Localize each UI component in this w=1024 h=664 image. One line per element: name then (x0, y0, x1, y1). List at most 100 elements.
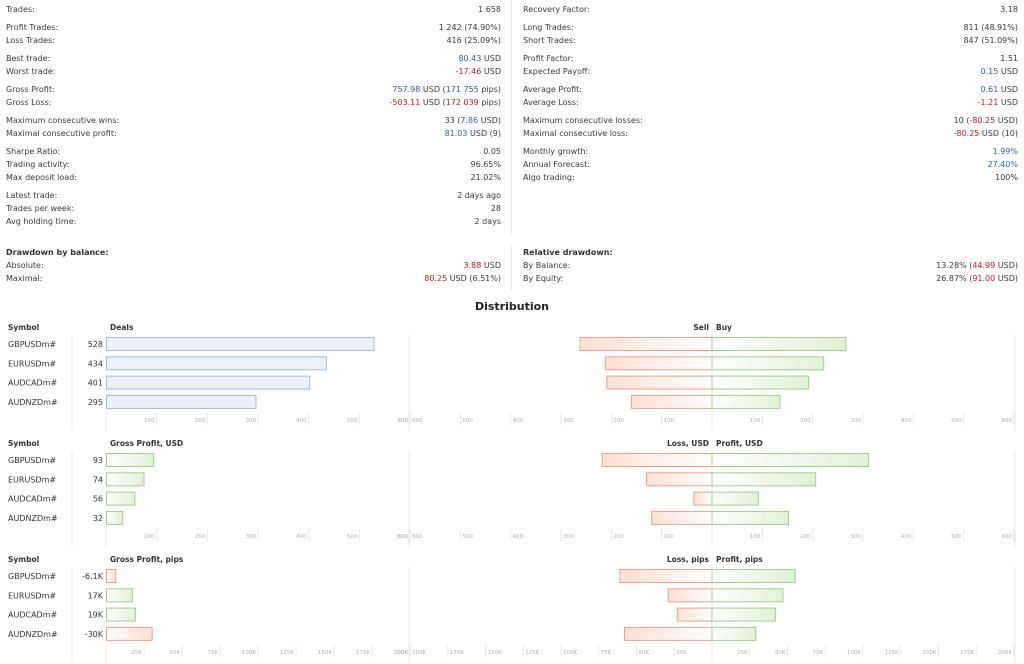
bar-value-label: 401 (88, 379, 103, 388)
axis-tick-label: 300 (563, 418, 574, 424)
axis-tick-label: 400 (296, 534, 307, 540)
stat-label: Gross Profit: (6, 85, 55, 94)
bar-profit-usd (711, 453, 870, 467)
stat-value-part: 1.99% (992, 147, 1018, 156)
symbol-label: AUDCADm# (8, 611, 58, 620)
axis-tick-label: 25K (676, 650, 687, 656)
bar-gross-profit-pips (106, 626, 153, 641)
axis-tick-label: 175K (450, 650, 464, 656)
stat-value-part: 26.87% ( (936, 274, 973, 283)
stat-label: Average Profit: (523, 85, 582, 94)
axis-tick-label: 400 (901, 418, 912, 424)
stat-value-part: 3.18 (1000, 5, 1018, 14)
stat-row-sharpe-ratio: Sharpe Ratio: 0.05 (6, 145, 501, 158)
bar-gross-profit-pips (106, 569, 117, 583)
axis-tick-label: 600 (398, 534, 409, 540)
stat-value-part: 811 (48.91%) (963, 23, 1018, 32)
stat-row-maximal: Maximal: 80.25 USD (6.51%) (6, 272, 501, 285)
symbol-column-header: Symbol (8, 439, 39, 448)
axis-tick-label: 100 (144, 534, 155, 540)
bar-deals (106, 394, 257, 409)
stat-value: 26.87% (91.00 USD) (936, 272, 1018, 285)
axis-tick-label: 25K (131, 650, 142, 656)
symbol-label: AUDCADm# (8, 379, 58, 388)
axis-tick-label: 100K (242, 650, 256, 656)
stat-value-part: 91.00 (972, 274, 996, 283)
axis-tick-label: 400 (513, 418, 524, 424)
symbol-label: EURUSDm# (8, 359, 56, 368)
stat-label: Maximal consecutive loss: (523, 129, 628, 138)
axis-tick-label: 100 (750, 534, 761, 540)
stat-value: 1.51 (1000, 52, 1018, 65)
column-divider (511, 0, 512, 235)
stat-value-part: USD (481, 54, 501, 63)
bar-value-label: 295 (88, 398, 103, 407)
stat-value-part: USD) (478, 116, 501, 125)
stat-value: 2 days (474, 215, 501, 228)
axis-tick-label: 75K (601, 650, 612, 656)
stat-value: 13.28% (44.99 USD) (936, 259, 1018, 272)
stat-label: Loss Trades: (6, 36, 55, 45)
stat-value-part: USD (998, 85, 1018, 94)
axis-tick-label: 200 (613, 418, 624, 424)
stat-value: 416 (25.09%) (446, 34, 501, 47)
stat-value-part: 7.86 (460, 116, 479, 125)
stat-row-profit-trades: Profit Trades: 1 242 (74.90%) (6, 21, 501, 34)
axis-tick-label: 600 (412, 418, 423, 424)
stat-value: 100% (995, 171, 1018, 184)
stat-label: Long Trades: (523, 23, 574, 32)
stat-row-by-balance: By Balance: 13.28% (44.99 USD) (523, 259, 1018, 272)
stat-label: Trades per week: (6, 204, 75, 213)
stat-value: 1 658 (478, 3, 501, 16)
stat-label: Monthly growth: (523, 147, 589, 156)
stat-value: 1.99% (993, 145, 1018, 158)
stat-value: 33 (7.86 USD) (445, 114, 501, 127)
symbol-label: AUDNZDm# (8, 630, 58, 639)
bar-sell (604, 356, 713, 371)
stat-label: Maximal consecutive profit: (6, 129, 117, 138)
bar-value-label: 74 (93, 475, 103, 484)
stat-label: Best trade: (6, 54, 51, 63)
stat-value-part: 172 039 (445, 98, 479, 107)
bar-loss-pips (619, 569, 713, 583)
stat-label: Profit Factor: (523, 54, 574, 63)
axis-tick-label: 200K (412, 650, 426, 656)
stat-value-part: 33 ( (444, 116, 461, 125)
axis-tick-label: 300 (851, 418, 862, 424)
stat-value: 80.43 USD (458, 52, 501, 65)
stat-value: -17.46 USD (456, 65, 501, 78)
bar-sell (630, 394, 713, 409)
bar-loss-pips (623, 626, 713, 641)
bar-deals (106, 375, 311, 390)
stat-value: -80.25 USD (10) (954, 127, 1018, 140)
stat-label: Avg holding time: (6, 217, 77, 226)
bar-value-label: 17K (88, 591, 104, 600)
stat-value-part: USD (9) (467, 129, 501, 138)
stat-value: -503.11 USD (172 039 pips) (389, 96, 501, 109)
axis-tick-label: 150K (488, 650, 502, 656)
bar-profit-usd (711, 472, 817, 487)
stat-value-part: USD (998, 98, 1018, 107)
stat-value-part: 2 days (474, 217, 501, 226)
bar-loss-usd (693, 491, 713, 506)
bar-loss-pips (676, 607, 713, 622)
bar-sell (606, 375, 713, 390)
stat-row-by-equity: By Equity: 26.87% (91.00 USD) (523, 272, 1018, 285)
symbol-label: GBPUSDm# (8, 572, 56, 581)
stat-value: 1 242 (74.90%) (439, 21, 501, 34)
stat-value-part: USD) (995, 116, 1018, 125)
stat-value-part: pips) (478, 98, 501, 107)
stat-label: By Equity: (523, 274, 564, 283)
axis-tick-label: 100 (664, 534, 675, 540)
bar-profit-pips (711, 569, 796, 583)
axis-tick-label: 300 (851, 534, 862, 540)
bar-sell (579, 337, 713, 351)
stat-label: Algo trading: (523, 173, 575, 182)
stat-value-part: USD) (995, 261, 1018, 270)
axis-tick-label: 25K (737, 650, 748, 656)
stat-label: Gross Loss: (6, 98, 52, 107)
stat-row-profit-factor: Profit Factor: 1.51 (523, 52, 1018, 65)
stat-value-part: 847 (51.09%) (963, 36, 1018, 45)
axis-tick-label: 175K (356, 650, 370, 656)
stat-row-short-trades: Short Trades: 847 (51.09%) (523, 34, 1018, 47)
